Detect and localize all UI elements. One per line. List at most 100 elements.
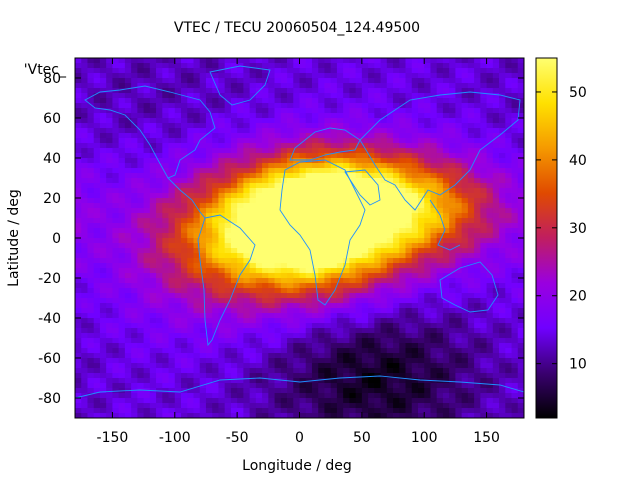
heatmap-cell	[355, 208, 363, 214]
heatmap-cell	[517, 313, 524, 319]
heatmap-cell	[118, 138, 126, 144]
heatmap-cell	[106, 63, 113, 69]
heatmap-cell	[156, 308, 163, 314]
heatmap-cell	[299, 278, 307, 284]
heatmap-cell	[305, 218, 313, 224]
heatmap-cell	[480, 213, 487, 219]
heatmap-cell	[374, 103, 381, 109]
heatmap-cell	[249, 298, 257, 304]
heatmap-cell	[93, 393, 101, 399]
heatmap-cell	[430, 68, 438, 74]
heatmap-cell	[361, 303, 369, 309]
heatmap-cell	[168, 153, 176, 159]
heatmap-cell	[87, 283, 95, 289]
heatmap-cell	[268, 313, 275, 319]
heatmap-cell	[243, 173, 251, 179]
heatmap-cell	[168, 88, 176, 94]
heatmap-cell	[480, 168, 487, 174]
heatmap-cell	[205, 258, 213, 264]
heatmap-cell	[349, 138, 357, 144]
heatmap-cell	[124, 63, 132, 69]
heatmap-cell	[287, 368, 294, 374]
heatmap-cell	[349, 368, 357, 374]
heatmap-cell	[343, 143, 350, 149]
heatmap-cell	[75, 138, 82, 144]
heatmap-cell	[137, 108, 144, 114]
heatmap-cell	[243, 288, 251, 294]
heatmap-cell	[424, 158, 431, 164]
heatmap-cell	[106, 343, 113, 349]
heatmap-cell	[287, 103, 294, 109]
heatmap-cell	[268, 293, 275, 299]
heatmap-cell	[517, 93, 524, 99]
heatmap-cell	[442, 263, 450, 269]
heatmap-cell	[274, 73, 282, 79]
heatmap-cell	[268, 108, 275, 114]
heatmap-cell	[380, 383, 388, 389]
heatmap-cell	[374, 128, 381, 134]
heatmap-cell	[280, 253, 288, 259]
heatmap-cell	[305, 343, 313, 349]
heatmap-cell	[349, 188, 357, 194]
heatmap-cell	[480, 63, 487, 69]
heatmap-cell	[311, 383, 319, 389]
heatmap-cell	[430, 303, 438, 309]
heatmap-cell	[274, 248, 282, 254]
heatmap-cell	[305, 163, 313, 169]
heatmap-cell	[118, 108, 126, 114]
heatmap-cell	[311, 193, 319, 199]
heatmap-cell	[411, 128, 419, 134]
heatmap-cell	[517, 233, 524, 239]
heatmap-cell	[330, 378, 338, 384]
heatmap-cell	[255, 323, 263, 329]
heatmap-cell	[249, 148, 257, 154]
heatmap-cell	[187, 243, 194, 249]
heatmap-cell	[467, 88, 475, 94]
heatmap-cell	[436, 353, 444, 359]
heatmap-cell	[318, 283, 325, 289]
heatmap-cell	[399, 73, 406, 79]
heatmap-cell	[405, 73, 413, 79]
heatmap-cell	[249, 108, 257, 114]
heatmap-cell	[268, 393, 275, 399]
heatmap-cell	[118, 298, 126, 304]
heatmap-cell	[343, 73, 350, 79]
heatmap-cell	[181, 283, 188, 289]
heatmap-cell	[99, 83, 107, 89]
heatmap-cell	[393, 238, 400, 244]
heatmap-cell	[393, 388, 400, 394]
heatmap-cell	[87, 358, 95, 364]
heatmap-cell	[149, 173, 157, 179]
heatmap-cell	[480, 278, 487, 284]
heatmap-cell	[93, 268, 101, 274]
heatmap-cell	[237, 278, 244, 284]
heatmap-cell	[417, 153, 425, 159]
heatmap-cell	[280, 93, 288, 99]
heatmap-cell	[137, 168, 144, 174]
heatmap-cell	[118, 333, 126, 339]
heatmap-cell	[517, 213, 524, 219]
heatmap-cell	[274, 383, 282, 389]
heatmap-cell	[424, 113, 431, 119]
heatmap-cell	[230, 338, 238, 344]
heatmap-cell	[199, 298, 207, 304]
heatmap-cell	[517, 378, 524, 384]
heatmap-cell	[336, 333, 344, 339]
heatmap-cell	[480, 228, 487, 234]
heatmap-cell	[361, 368, 369, 374]
heatmap-cell	[268, 218, 275, 224]
heatmap-cell	[318, 118, 325, 124]
heatmap-cell	[262, 63, 269, 69]
heatmap-cell	[237, 218, 244, 224]
heatmap-cell	[131, 218, 138, 224]
heatmap-cell	[455, 303, 463, 309]
heatmap-cell	[112, 323, 120, 329]
heatmap-cell	[224, 123, 232, 129]
heatmap-cell	[511, 283, 519, 289]
heatmap-cell	[505, 88, 512, 94]
heatmap-cell	[424, 343, 431, 349]
heatmap-cell	[187, 278, 194, 284]
heatmap-cell	[399, 253, 406, 259]
heatmap-cell	[374, 143, 381, 149]
heatmap-cell	[149, 198, 157, 204]
